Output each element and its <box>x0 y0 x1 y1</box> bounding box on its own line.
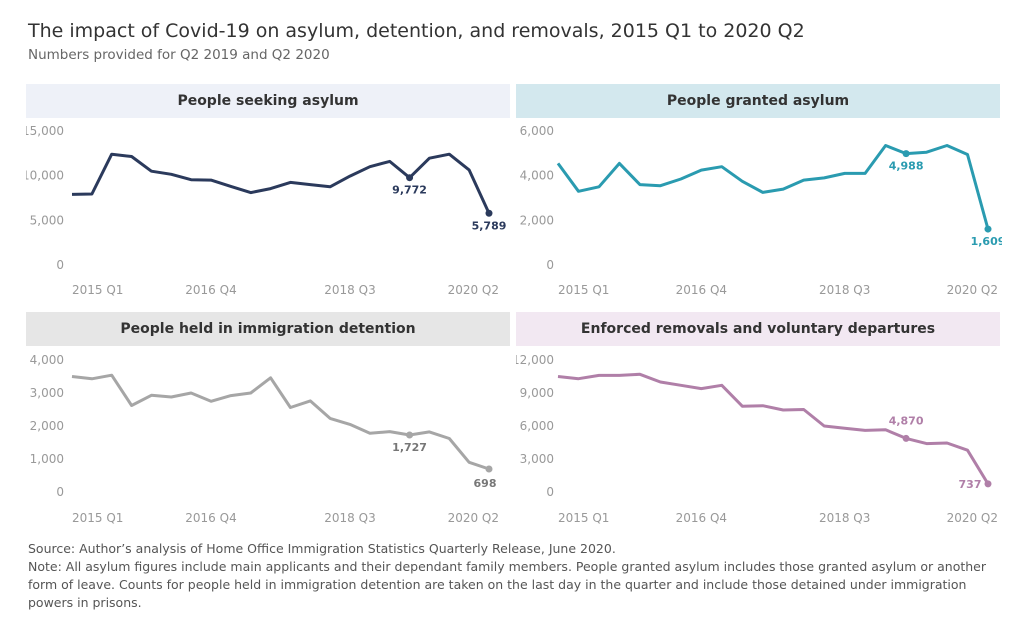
granted-asylum-chart: 0 2,000 4,000 6,000 2015 Q1 2016 Q4 2018 Q3 202… <box>520 124 1002 297</box>
data-label: 1,609 <box>971 235 1002 248</box>
x-tick-label: 2016 Q4 <box>676 283 727 297</box>
annotation-marker <box>406 174 414 182</box>
y-tick-label: 0 <box>56 258 64 272</box>
series-line <box>556 144 990 230</box>
y-tick-label: 3,000 <box>520 452 554 466</box>
x-tick-label: 2018 Q3 <box>324 283 375 297</box>
panel-granted-asylum: People granted asylum 0 2,000 4,000 6,000 20… <box>516 84 1002 302</box>
annotation-marker <box>485 209 493 217</box>
annotation-marker <box>902 150 910 158</box>
x-tick-label: 2020 Q2 <box>448 511 499 525</box>
panel-detention: People held in immigration detention 0 1,… <box>26 312 510 530</box>
x-tick-label: 2015 Q1 <box>72 283 123 297</box>
data-label: 5,789 <box>472 219 507 232</box>
annotation-marker <box>406 431 414 439</box>
series-line <box>71 373 490 471</box>
data-label: 4,988 <box>889 160 924 173</box>
x-tick-label: 2016 Q4 <box>185 283 236 297</box>
x-tick-label: 2020 Q2 <box>448 283 499 297</box>
data-label: 737 <box>959 478 982 491</box>
x-tick-label: 2015 Q1 <box>72 511 123 525</box>
y-tick-label: 5,000 <box>30 213 64 227</box>
y-tick-label: 2,000 <box>520 213 554 227</box>
chart-title: The impact of Covid-19 on asylum, detent… <box>28 20 805 42</box>
y-tick-label: 6,000 <box>520 419 554 433</box>
x-tick-label: 2018 Q3 <box>819 283 870 297</box>
y-tick-label: 2,000 <box>30 419 64 433</box>
notes: Source: Author’s analysis of Home Office… <box>28 540 1008 612</box>
x-tick-label: 2018 Q3 <box>819 511 870 525</box>
data-label: 4,870 <box>889 414 924 427</box>
x-tick-label: 2018 Q3 <box>324 511 375 525</box>
y-tick-label: 0 <box>546 258 554 272</box>
data-label: 1,727 <box>392 441 427 454</box>
panel-title: People granted asylum <box>516 84 1000 118</box>
x-tick-label: 2015 Q1 <box>558 511 609 525</box>
y-tick-label: 12,000 <box>516 353 554 367</box>
panel-removals: Enforced removals and voluntary departur… <box>516 312 1000 530</box>
y-tick-label: 15,000 <box>26 124 64 138</box>
panel-title: People seeking asylum <box>26 84 510 118</box>
annotation-marker <box>984 480 992 488</box>
x-tick-label: 2020 Q2 <box>947 283 998 297</box>
y-tick-label: 6,000 <box>520 124 554 138</box>
panel-title: Enforced removals and voluntary departur… <box>516 312 1000 346</box>
note-text: Note: All asylum figures include main ap… <box>28 559 986 610</box>
annotation-marker <box>485 465 493 473</box>
x-tick-label: 2016 Q4 <box>185 511 236 525</box>
series-line <box>557 372 990 485</box>
y-tick-label: 9,000 <box>520 386 554 400</box>
detention-chart: 0 1,000 2,000 3,000 4,000 2015 Q1 2016 Q4 2018 … <box>30 353 499 525</box>
chart-subtitle: Numbers provided for Q2 2019 and Q2 2020 <box>28 47 330 63</box>
source-text: Source: Author’s analysis of Home Office… <box>28 541 616 556</box>
y-tick-label: 4,000 <box>520 169 554 183</box>
x-tick-label: 2016 Q4 <box>676 511 727 525</box>
x-tick-label: 2015 Q1 <box>558 283 609 297</box>
seeking-asylum-chart: 0 5,000 10,000 15,000 2015 Q1 2016 Q4 2018 Q3 2… <box>26 124 507 297</box>
series-line <box>71 152 491 214</box>
y-tick-label: 4,000 <box>30 353 64 367</box>
annotation-marker <box>984 225 992 233</box>
annotation-marker <box>902 434 910 442</box>
panel-title: People held in immigration detention <box>26 312 510 346</box>
y-tick-label: 0 <box>546 485 554 499</box>
panel-seeking-asylum: People seeking asylum 0 5,000 10,000 15,000… <box>26 84 510 302</box>
removals-chart: 0 3,000 6,000 9,000 12,000 2015 Q1 2016 Q4 2018… <box>516 353 998 525</box>
x-tick-label: 2020 Q2 <box>947 511 998 525</box>
y-tick-label: 10,000 <box>26 169 64 183</box>
y-tick-label: 3,000 <box>30 386 64 400</box>
data-label: 698 <box>474 477 497 490</box>
data-label: 9,772 <box>392 184 427 197</box>
y-tick-label: 1,000 <box>30 452 64 466</box>
y-tick-label: 0 <box>56 485 64 499</box>
